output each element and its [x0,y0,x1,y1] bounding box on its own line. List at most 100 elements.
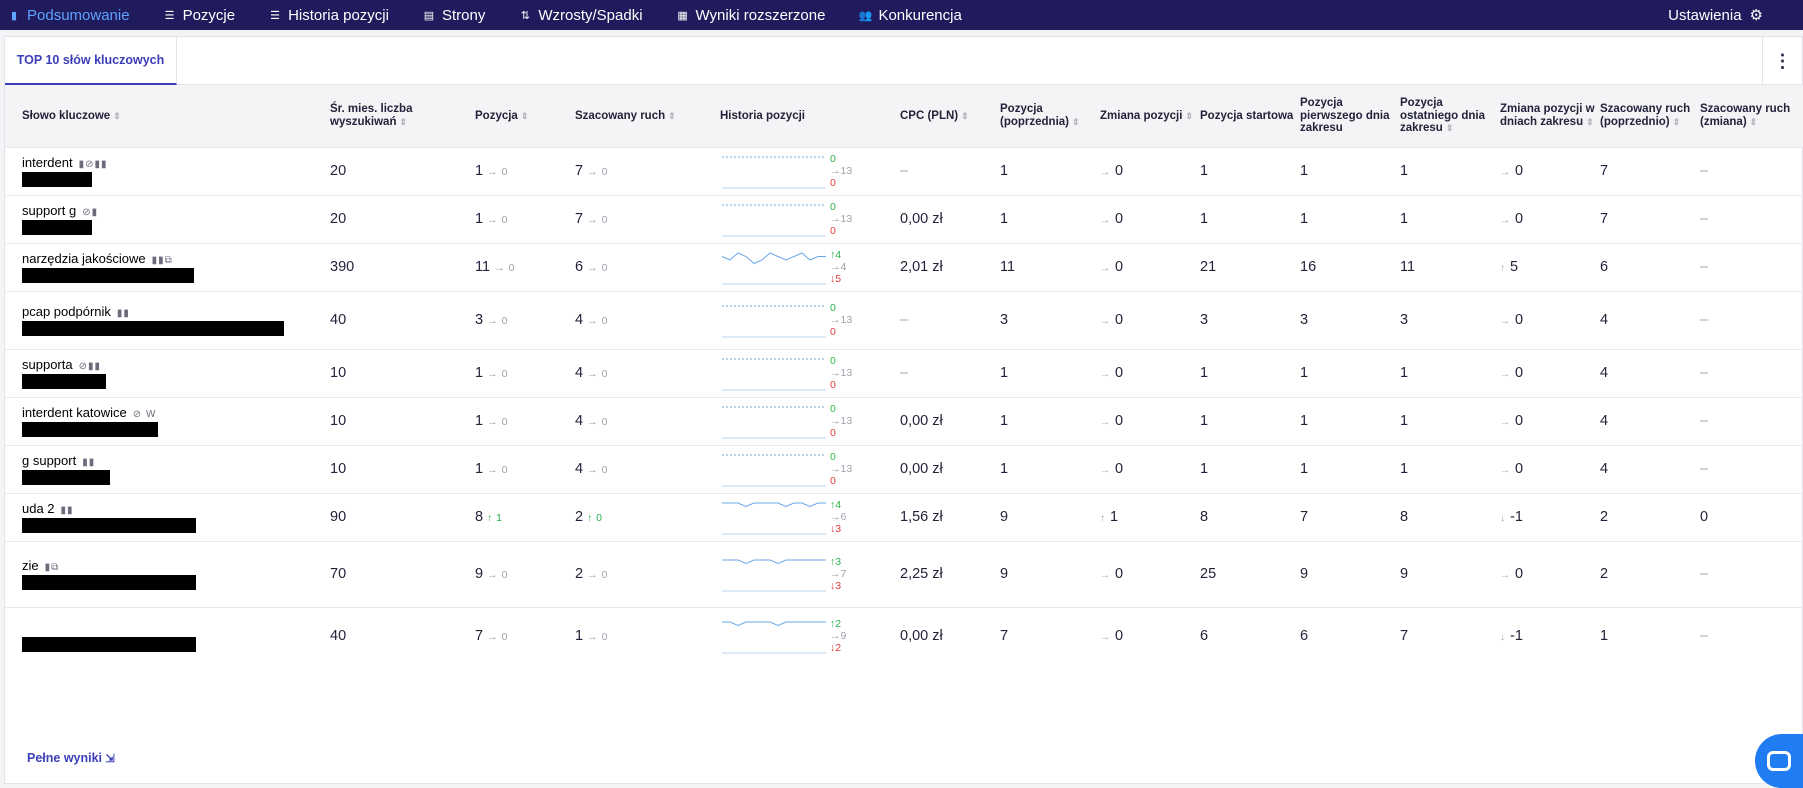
column-header[interactable]: Szacowany ruch ⇕ [575,85,720,147]
table-row[interactable]: zie ▮⧉ 70 9 → 0 2 → 0 ↑3 →7 ↓3 2,25 zł 9 → 0 25 9 9 → 0 2– [5,540,1803,607]
column-header[interactable]: Szacowany ruch (zmiana) ⇕ [1700,85,1803,147]
table-row[interactable]: pcap podpórnik ▮▮ 40 3 → 0 4 → 0 0 →13 0–3 → 0 3 3 3 → 0… [5,290,1803,349]
tab-top10-keywords[interactable]: TOP 10 słów kluczowych [5,37,177,85]
column-header[interactable]: CPC (PLN) ⇕ [900,85,1000,147]
full-results-link[interactable]: Pełne wyniki ⇲ [27,751,115,765]
nav-item-pozycje[interactable]: ☰ Pozycje [164,7,258,24]
traffic-prev-cell: 4 [1600,396,1700,445]
start-position-cell: 1 [1200,396,1300,445]
traffic-change: 0 [601,315,608,327]
table-row[interactable]: narzędzia jakościowe ▮▮⧉ 390 11 → 0 6 → 0 ↑4 →4 ↓… [5,242,1803,291]
column-header[interactable]: Pozycja ostatniego dnia zakresu ⇕ [1400,85,1500,147]
sparkline-series [722,502,826,508]
position-value: 1 [475,211,484,227]
start-position-cell: 1 [1200,444,1300,493]
table-row[interactable]: support g ⊘▮ 20 1 → 0 7 → 0 0 →13 0 0,00 zł 1 → 0 1 1 1 →… [5,194,1803,243]
history-flat-count: 13 [840,314,853,326]
column-header[interactable]: Zmiana pozycji ⇕ [1100,85,1200,147]
table-row[interactable]: interdent katowice ⊘ W 10 1 → 0 4 → 0 0 →13 0 0,00… [5,396,1803,445]
prev-position-cell: 1 [1000,146,1100,195]
keyword-text[interactable]: supporta [22,357,73,372]
traffic-prev-cell: 2 [1600,540,1700,607]
column-header[interactable]: Słowo kluczowe ⇕ [5,85,330,147]
prev-position-cell: 9 [1000,492,1100,541]
column-header[interactable]: Pozycja pierwszego dnia zakresu [1300,85,1400,147]
chat-icon [1767,751,1791,771]
traffic-prev-cell: 7 [1600,194,1700,243]
keyword-text[interactable]: interdent [22,155,73,170]
traffic-prev-cell: 4 [1600,348,1700,397]
position-change-value: 0 [1115,461,1124,477]
prev-position-cell: 1 [1000,444,1100,493]
more-options-icon[interactable]: ⋮ [1762,37,1802,85]
nav-item-wzrosty-spadki[interactable]: ⇅ Wzrosty/Spadki [519,7,664,24]
range-change-value: 0 [1515,365,1524,381]
range-change-value: 0 [1515,312,1524,328]
settings-button[interactable]: Ustawienia ⚙ [1668,0,1763,30]
column-header[interactable]: Historia pozycji [720,85,900,147]
table-row[interactable]: interdent ▮⊘▮▮ 20 1 → 0 7 → 0 0 →13 0–1 → 0 1 1 1 → 0 7– [5,146,1803,195]
history-down-count: 3 [835,580,842,592]
position-change-cell: → 0 [1100,242,1200,291]
traffic-change-cell: – [1700,194,1803,243]
nav-item-wyniki-rozszerzone[interactable]: ▦ Wyniki rozszerzone [677,7,848,24]
keyword-text[interactable]: interdent katowice [22,405,127,420]
prev-position-cell: 7 [1000,606,1100,665]
history-down-count: 0 [830,225,836,237]
traffic-previous: 4 [1600,413,1609,429]
column-header-label: Pozycja (poprzednia) [1000,103,1069,128]
volume-cell: 10 [330,444,475,493]
column-header[interactable]: Pozycja startowa [1200,85,1300,147]
traffic-change: 0 [596,512,602,524]
traffic-value: 2 [575,509,584,525]
start-position: 25 [1200,566,1217,582]
nav-item-podsumowanie[interactable]: ▮ Podsumowanie [8,7,152,24]
nav-item-konkurencja[interactable]: 👥 Konkurencja [859,7,983,24]
flat-arrow-icon: → [830,261,841,273]
table-row[interactable]: supporta ⊘▮▮ 10 1 → 0 4 → 0 0 →13 0–1 → 0 1 1 1 → 0 4– [5,348,1803,397]
nav-item-strony[interactable]: ▤ Strony [423,7,507,24]
trend-arrow-icon: → [487,315,498,327]
history-down-count: 2 [835,642,842,655]
chat-widget-button[interactable] [1755,734,1803,788]
table-row[interactable]: g support ▮▮ 10 1 → 0 4 → 0 0 →13 0 0,00 zł 1 → 0 1 1 1 →… [5,444,1803,493]
sort-icon: ⇕ [1586,116,1594,127]
column-header[interactable]: Pozycja ⇕ [475,85,575,147]
table-row[interactable]: 40 7 → 0 1 → 0 ↑2 →9 ↓2 0,00 zł 7 → 0 6 6 7 ↓ -1 1– [5,606,1803,665]
keyword-text[interactable]: support g [22,203,77,218]
cpc-cell: – [900,290,1000,349]
range-change-cell: ↑ 5 [1500,242,1600,291]
nav-item-historia-pozycji[interactable]: ☰ Historia pozycji [269,7,411,24]
keyword-text[interactable]: g support [22,453,77,468]
keyword-cell: g support ▮▮ [5,444,330,493]
last-day-cell: 1 [1400,194,1500,243]
last-day-position: 9 [1400,566,1409,582]
traffic-prev-cell: 1 [1600,606,1700,665]
last-day-cell: 8 [1400,492,1500,541]
external-link-icon: ⇲ [105,753,115,765]
start-position: 21 [1200,259,1217,275]
cpc-value: 1,56 zł [900,509,943,525]
position-value: 1 [475,413,484,429]
sparkline-chart [722,406,826,439]
table-row[interactable]: uda 2 ▮▮ 90 8 ↑ 1 2 ↑ 0 ↑4 →6 ↓3 1,56 zł 9 ↑ 1 8 7 8 ↓ -1 2… [5,492,1803,541]
keyword-text[interactable]: zie [22,558,39,573]
first-day-position: 1 [1300,163,1309,179]
keyword-cell: interdent katowice ⊘ W [5,396,330,445]
column-header[interactable]: Pozycja (poprzednia) ⇕ [1000,85,1100,147]
column-header[interactable]: Śr. mies. liczba wyszukiwań ⇕ [330,85,475,147]
position-value: 11 [475,259,491,275]
sparkline-chart [722,621,826,654]
column-header[interactable]: Zmiana pozycji w dniach zakresu ⇕ [1500,85,1600,147]
keyword-text[interactable]: narzędzia jakościowe [22,251,146,266]
flat-arrow-icon: → [830,367,841,379]
traffic-value: 1 [575,628,584,645]
keyword-text[interactable]: pcap podpórnik [22,304,111,319]
keyword-text[interactable]: uda 2 [22,501,55,516]
position-cell: 1 → 0 [475,348,575,397]
position-change-cell: → 0 [1100,290,1200,349]
first-day-cell: 9 [1300,540,1400,607]
history-down-count: 5 [835,273,842,285]
flat-arrow-icon: → [830,568,841,580]
column-header[interactable]: Szacowany ruch (poprzednio) ⇕ [1600,85,1700,147]
